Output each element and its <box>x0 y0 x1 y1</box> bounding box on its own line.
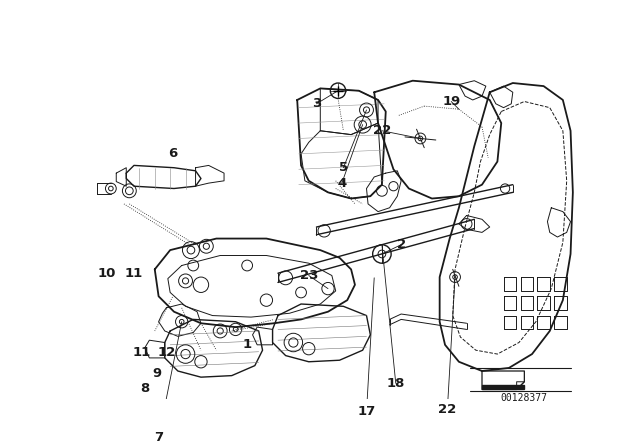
Text: 7: 7 <box>154 431 163 444</box>
Text: 17: 17 <box>357 405 376 418</box>
Text: 18: 18 <box>387 377 405 390</box>
Text: 10: 10 <box>98 267 116 280</box>
Text: 22: 22 <box>372 124 391 137</box>
Text: 12: 12 <box>157 346 175 359</box>
Text: 5: 5 <box>339 161 348 174</box>
Bar <box>482 385 524 389</box>
Text: 2: 2 <box>397 238 406 251</box>
Text: 4: 4 <box>337 177 346 190</box>
Text: 11: 11 <box>132 346 151 359</box>
Text: 22: 22 <box>438 403 456 416</box>
Text: 1: 1 <box>243 338 252 351</box>
Text: 11: 11 <box>125 267 143 280</box>
Text: 8: 8 <box>140 382 149 395</box>
Text: 6: 6 <box>168 147 177 160</box>
Text: 9: 9 <box>152 367 162 380</box>
Text: 19: 19 <box>442 95 460 108</box>
Text: 23: 23 <box>300 269 318 282</box>
Text: 3: 3 <box>312 97 321 110</box>
Text: 00128377: 00128377 <box>501 392 548 403</box>
